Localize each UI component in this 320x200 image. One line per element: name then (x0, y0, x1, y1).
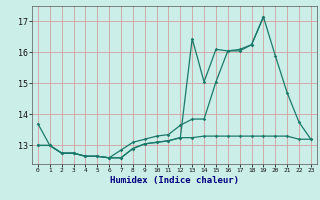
X-axis label: Humidex (Indice chaleur): Humidex (Indice chaleur) (110, 176, 239, 185)
